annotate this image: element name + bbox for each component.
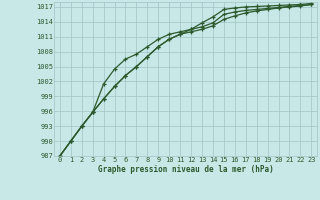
X-axis label: Graphe pression niveau de la mer (hPa): Graphe pression niveau de la mer (hPa) xyxy=(98,165,274,174)
